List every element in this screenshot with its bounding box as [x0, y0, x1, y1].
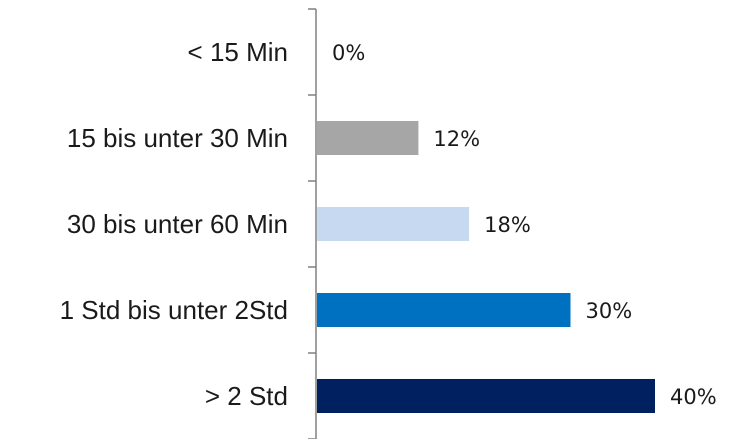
- category-label: 30 bis unter 60 Min: [67, 209, 288, 239]
- category-label: 15 bis unter 30 Min: [67, 123, 288, 153]
- axis-ticks: [308, 8, 316, 439]
- bar: [317, 379, 655, 413]
- value-labels: 0% 12% 18% 30% 40%: [332, 41, 717, 409]
- category-label: > 2 Std: [205, 381, 288, 411]
- bar: [317, 207, 470, 241]
- value-label: 40%: [670, 385, 717, 409]
- bars: [317, 121, 655, 413]
- value-label: 0%: [332, 41, 365, 65]
- value-label: 12%: [433, 127, 480, 151]
- bar: [317, 293, 571, 327]
- value-label: 18%: [484, 213, 531, 237]
- value-label: 30%: [586, 299, 633, 323]
- category-labels: < 15 Min 15 bis unter 30 Min 30 bis unter …: [60, 37, 288, 411]
- bar: [317, 121, 419, 155]
- category-label: 1 Std bis unter 2Std: [60, 295, 288, 325]
- category-label: < 15 Min: [188, 37, 288, 67]
